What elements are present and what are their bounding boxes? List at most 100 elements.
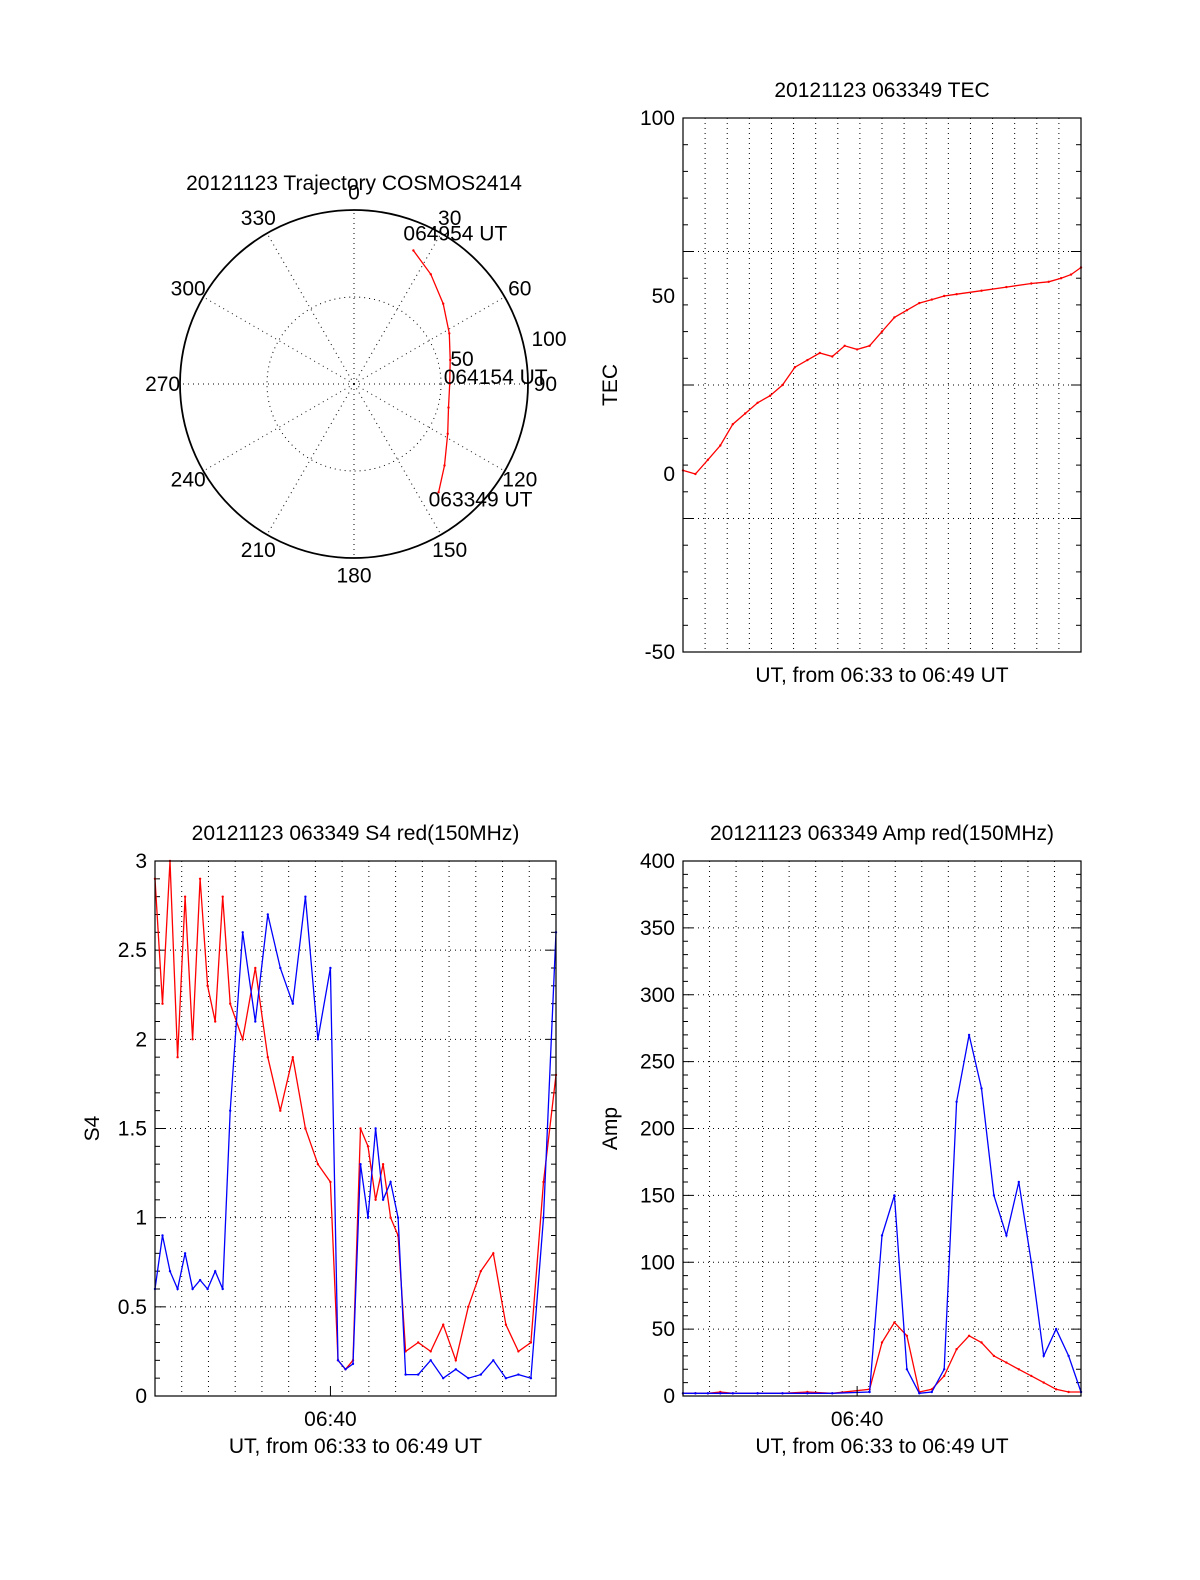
data-point	[992, 1194, 996, 1197]
data-point	[381, 1163, 385, 1166]
data-point	[980, 1341, 983, 1344]
trajectory-time-label: 064154 UT	[444, 366, 548, 389]
data-point	[955, 293, 958, 296]
data-point	[1059, 277, 1063, 280]
data-point	[1067, 1390, 1070, 1394]
polar-spoke	[353, 296, 505, 385]
data-point	[442, 1377, 445, 1380]
data-point	[266, 1056, 269, 1059]
data-point	[429, 1350, 432, 1353]
data-point	[404, 1373, 407, 1376]
trajectory-point	[447, 406, 450, 409]
trajectory-point	[437, 491, 440, 494]
data-point	[706, 1392, 710, 1395]
trajectory-point	[448, 382, 451, 386]
y-tick-label: 350	[640, 917, 675, 940]
data-point	[359, 1163, 362, 1166]
data-point	[967, 1033, 971, 1037]
data-point	[504, 1377, 508, 1380]
x-axis-label: UT, from 06:33 to 06:49 UT	[755, 664, 1008, 687]
data-point	[517, 1350, 520, 1353]
data-point	[366, 1145, 370, 1148]
data-point	[719, 1392, 722, 1395]
data-point	[454, 1359, 457, 1362]
data-point	[381, 1198, 385, 1202]
data-point	[893, 1321, 896, 1324]
data-point	[344, 1368, 347, 1371]
data-point	[214, 1020, 217, 1023]
data-point	[1017, 1368, 1020, 1371]
polar-angle-label: 30	[438, 207, 461, 230]
data-point	[744, 412, 747, 415]
y-tick-label: -50	[645, 641, 675, 664]
data-point	[168, 1270, 172, 1273]
data-point	[198, 877, 202, 880]
data-point	[731, 1392, 734, 1395]
data-point	[351, 1362, 355, 1366]
polar-angle-label: 60	[508, 277, 531, 300]
polar-angle-label: 150	[432, 539, 467, 562]
chart-title: 20121123 063349 S4 red(150MHz)	[192, 822, 520, 845]
y-tick-label: 1	[135, 1207, 147, 1230]
data-point	[229, 1109, 232, 1112]
data-point	[329, 1180, 332, 1184]
data-point	[542, 1180, 545, 1184]
data-point	[206, 1287, 209, 1291]
data-point	[417, 1341, 420, 1344]
data-point	[492, 1252, 495, 1255]
polar-spoke	[266, 233, 355, 385]
polar-spoke	[266, 383, 355, 535]
data-point	[905, 1334, 909, 1338]
data-point	[529, 1341, 533, 1344]
data-point	[198, 1278, 202, 1282]
data-point	[467, 1305, 470, 1309]
y-tick-label: 200	[640, 1118, 675, 1141]
polar-angle-label: 120	[502, 469, 537, 492]
y-tick-label: 0	[135, 1385, 147, 1408]
data-point	[442, 1323, 445, 1326]
polar-spoke	[353, 383, 442, 535]
y-tick-label: 2	[135, 1028, 147, 1051]
trajectory-point	[448, 332, 451, 335]
data-point	[366, 1216, 370, 1219]
data-point	[429, 1359, 432, 1362]
plot-frame	[682, 860, 1082, 1397]
data-point	[818, 351, 821, 355]
data-point	[880, 1341, 884, 1344]
data-point	[1030, 1374, 1033, 1378]
data-point	[756, 401, 759, 404]
data-point	[793, 366, 797, 369]
trajectory-point	[446, 432, 449, 435]
data-point	[389, 1180, 392, 1184]
data-point	[241, 931, 244, 934]
data-point	[980, 289, 983, 292]
data-point	[304, 895, 307, 898]
data-point	[176, 1287, 179, 1291]
y-tick-label: 100	[640, 107, 675, 130]
x-axis-label: UT, from 06:33 to 06:49 UT	[229, 1435, 482, 1458]
y-tick-label: 100	[640, 1251, 675, 1274]
data-point	[1067, 1354, 1070, 1358]
trajectory-point	[412, 249, 415, 252]
data-point	[529, 1377, 533, 1380]
y-tick-label: 300	[640, 984, 675, 1007]
data-point	[1069, 273, 1073, 276]
data-point	[191, 1038, 194, 1041]
data-point	[756, 1392, 759, 1395]
data-point	[955, 1100, 958, 1104]
polar-angle-label: 270	[145, 373, 180, 396]
data-point	[374, 1198, 377, 1202]
data-point	[191, 1287, 194, 1291]
data-point	[806, 1392, 809, 1395]
data-point	[291, 1056, 294, 1059]
data-point	[254, 1020, 257, 1023]
data-point	[1042, 1354, 1045, 1358]
trajectory-point	[449, 358, 452, 362]
x-axis-label: UT, from 06:33 to 06:49 UT	[755, 1435, 1008, 1458]
plot-frame	[682, 117, 1082, 653]
data-point	[719, 444, 722, 447]
data-point	[980, 1087, 983, 1090]
chart-polar: 0 30 60 90 120 150 180 210 240 270 300 330 50 100 0649…	[145, 172, 566, 587]
data-point	[161, 1234, 164, 1237]
polar-outer-ring	[179, 209, 529, 559]
